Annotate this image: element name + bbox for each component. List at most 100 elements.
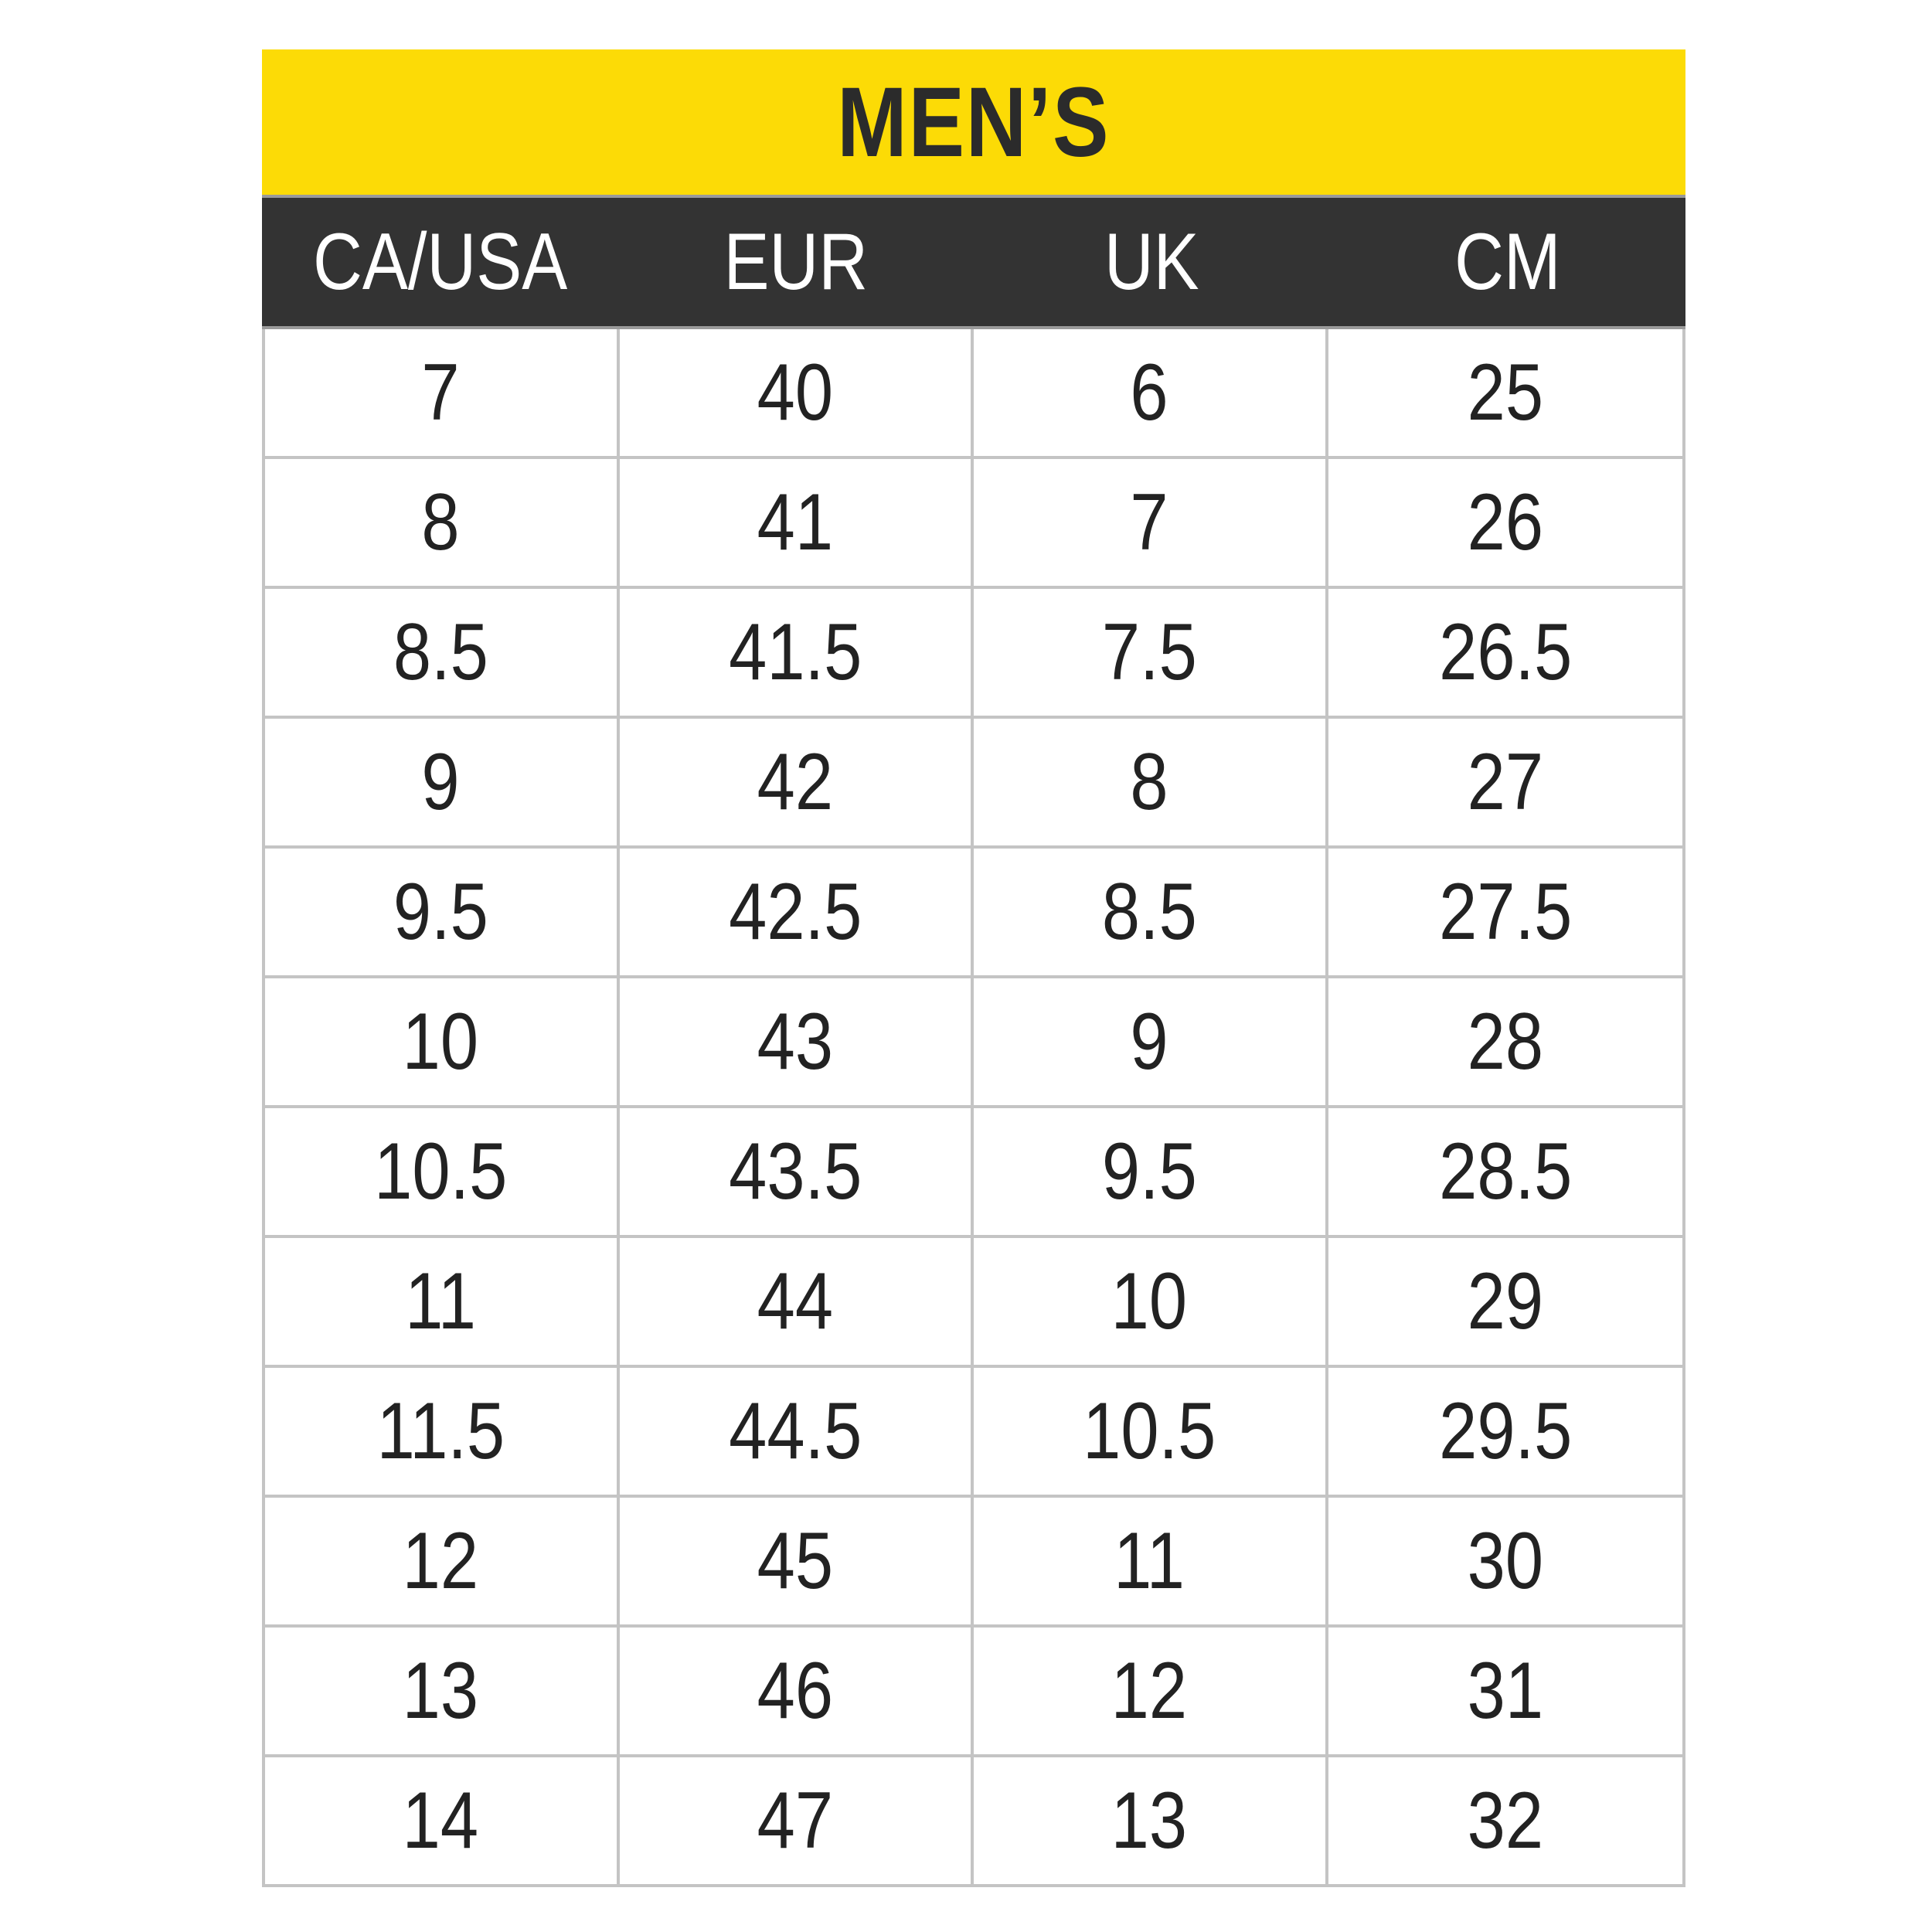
cell-value: 46 xyxy=(757,1645,833,1736)
table-cell: 6 xyxy=(974,329,1328,456)
cell-value: 42 xyxy=(757,736,833,827)
table-row: 13 46 12 31 xyxy=(265,1628,1682,1757)
cell-value: 9 xyxy=(1130,996,1168,1087)
table-cell: 31 xyxy=(1328,1628,1683,1754)
table-row: 11.5 44.5 10.5 29.5 xyxy=(265,1368,1682,1498)
cell-value: 8 xyxy=(421,477,460,567)
table-row: 9 42 8 27 xyxy=(265,719,1682,849)
cell-value: 27 xyxy=(1467,736,1543,827)
cell-value: 47 xyxy=(757,1775,833,1866)
table-cell: 7 xyxy=(974,459,1328,586)
cell-value: 10.5 xyxy=(374,1126,508,1216)
table-cell: 13 xyxy=(265,1628,620,1754)
table-cell: 9 xyxy=(974,978,1328,1105)
table-cell: 12 xyxy=(265,1498,620,1624)
table-row: 11 44 10 29 xyxy=(265,1238,1682,1368)
table-cell: 8.5 xyxy=(974,849,1328,975)
table-row: 14 47 13 32 xyxy=(265,1757,1682,1887)
cell-value: 13 xyxy=(1111,1775,1188,1866)
table-body: 7 40 6 25 8 41 7 26 8.5 41.5 7.5 26.5 9 42 8 27 9.5 42.5 8… xyxy=(262,329,1685,1887)
cell-value: 30 xyxy=(1467,1515,1543,1606)
cell-value: 10.5 xyxy=(1083,1386,1216,1476)
table-cell: 10 xyxy=(265,978,620,1105)
table-cell: 43.5 xyxy=(620,1108,974,1235)
table-cell: 7 xyxy=(265,329,620,456)
cell-value: 7 xyxy=(421,347,460,437)
table-cell: 29 xyxy=(1328,1238,1683,1365)
cell-value: 11 xyxy=(405,1256,477,1346)
table-cell: 46 xyxy=(620,1628,974,1754)
title-band: MEN’S xyxy=(262,49,1685,198)
cell-value: 28 xyxy=(1467,996,1543,1087)
table-cell: 44.5 xyxy=(620,1368,974,1495)
cell-value: 32 xyxy=(1467,1775,1543,1866)
table-cell: 8 xyxy=(974,719,1328,845)
table-cell: 26.5 xyxy=(1328,589,1683,716)
cell-value: 43.5 xyxy=(728,1126,862,1216)
cell-value: 8.5 xyxy=(393,607,488,697)
cell-value: 29.5 xyxy=(1438,1386,1572,1476)
table-row: 10.5 43.5 9.5 28.5 xyxy=(265,1108,1682,1238)
cell-value: 7.5 xyxy=(1101,607,1197,697)
table-cell: 11 xyxy=(265,1238,620,1365)
size-chart: MEN’S CA/USA EUR UK CM 7 40 6 25 8 41 7 26 8.5 41… xyxy=(262,49,1685,1887)
table-cell: 28 xyxy=(1328,978,1683,1105)
cell-value: 8.5 xyxy=(1101,866,1197,957)
table-cell: 12 xyxy=(974,1628,1328,1754)
cell-value: 13 xyxy=(403,1645,479,1736)
table-cell: 32 xyxy=(1328,1757,1683,1884)
table-cell: 9 xyxy=(265,719,620,845)
cell-value: 11 xyxy=(1114,1515,1185,1606)
header-ca-usa: CA/USA xyxy=(262,198,618,326)
table-cell: 9.5 xyxy=(265,849,620,975)
table-cell: 42.5 xyxy=(620,849,974,975)
header-cm: CM xyxy=(1330,198,1686,326)
header-label: CM xyxy=(1454,216,1561,307)
table-row: 7 40 6 25 xyxy=(265,329,1682,459)
table-cell: 42 xyxy=(620,719,974,845)
table-cell: 8.5 xyxy=(265,589,620,716)
cell-value: 6 xyxy=(1130,347,1168,437)
table-cell: 29.5 xyxy=(1328,1368,1683,1495)
header-label: EUR xyxy=(723,216,869,307)
cell-value: 31 xyxy=(1467,1645,1543,1736)
table-cell: 41 xyxy=(620,459,974,586)
table-cell: 25 xyxy=(1328,329,1683,456)
cell-value: 41 xyxy=(757,477,833,567)
table-cell: 13 xyxy=(974,1757,1328,1884)
cell-value: 9 xyxy=(421,736,460,827)
cell-value: 9.5 xyxy=(1101,1126,1197,1216)
table-cell: 27.5 xyxy=(1328,849,1683,975)
cell-value: 40 xyxy=(757,347,833,437)
header-eur: EUR xyxy=(618,198,975,326)
header-label: UK xyxy=(1104,216,1199,307)
table-cell: 10.5 xyxy=(265,1108,620,1235)
table-cell: 27 xyxy=(1328,719,1683,845)
cell-value: 42.5 xyxy=(728,866,862,957)
table-cell: 45 xyxy=(620,1498,974,1624)
cell-value: 10 xyxy=(1111,1256,1188,1346)
cell-value: 28.5 xyxy=(1438,1126,1572,1216)
cell-value: 12 xyxy=(1111,1645,1188,1736)
cell-value: 27.5 xyxy=(1438,866,1572,957)
table-cell: 47 xyxy=(620,1757,974,1884)
table-row: 10 43 9 28 xyxy=(265,978,1682,1108)
table-cell: 26 xyxy=(1328,459,1683,586)
cell-value: 44 xyxy=(757,1256,833,1346)
header-label: CA/USA xyxy=(312,216,567,307)
table-cell: 44 xyxy=(620,1238,974,1365)
table-cell: 11 xyxy=(974,1498,1328,1624)
table-row: 9.5 42.5 8.5 27.5 xyxy=(265,849,1682,978)
table-row: 12 45 11 30 xyxy=(265,1498,1682,1628)
cell-value: 26 xyxy=(1467,477,1543,567)
table-cell: 11.5 xyxy=(265,1368,620,1495)
cell-value: 44.5 xyxy=(728,1386,862,1476)
cell-value: 10 xyxy=(403,996,479,1087)
header-row: CA/USA EUR UK CM xyxy=(262,198,1685,329)
header-uk: UK xyxy=(974,198,1330,326)
chart-title: MEN’S xyxy=(837,66,1111,178)
table-cell: 40 xyxy=(620,329,974,456)
table-cell: 30 xyxy=(1328,1498,1683,1624)
cell-value: 41.5 xyxy=(728,607,862,697)
cell-value: 9.5 xyxy=(393,866,488,957)
